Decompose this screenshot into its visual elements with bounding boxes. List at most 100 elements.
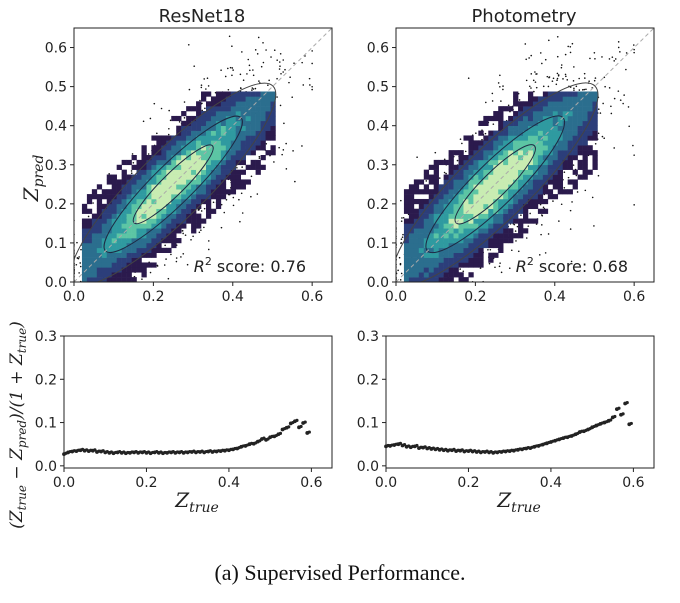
panel-resnet18-hist-cell (156, 218, 162, 224)
panel-resnet18-hist-cell (255, 130, 261, 136)
panel-resnet18-hist-cell (86, 218, 93, 224)
panel-photometry-hist-cell (557, 115, 564, 122)
panel-resnet18-hist-cell (191, 120, 197, 126)
panel-photometry-point (558, 220, 560, 222)
panel-photometry-hist-cell (423, 272, 430, 278)
panel-resnet18-hist-cell (151, 198, 157, 205)
panel-resnet18-hist-cell (126, 203, 132, 210)
panel-photometry-hist-cell (438, 223, 444, 229)
panel-photometry-hist-cell (542, 198, 549, 205)
panel-photometry-hist-cell (468, 194, 474, 200)
panel-photometry-hist-cell (448, 203, 454, 210)
panel-resnet18-hist-cell (265, 125, 271, 131)
panel-photometry-hist-cell (537, 135, 544, 141)
panel-photometry-hist-cell (508, 155, 514, 161)
panel-resnet18-hist-cell (230, 179, 237, 185)
panel-resnet18-hist-cell (230, 115, 237, 122)
panel-resnet18-hist-cell (136, 233, 142, 239)
panel-resnet18-hist-cell (156, 155, 162, 161)
panel-photometry-hist-cell (542, 159, 549, 166)
panel-photometry-hist-cell (433, 198, 439, 205)
panel-residual-resnet18-residual-point (303, 420, 307, 424)
panel-resnet18-point (268, 79, 270, 82)
title-photometry: Photometry (471, 6, 576, 27)
panel-photometry-point (593, 51, 596, 54)
panel-resnet18-hist-cell (196, 140, 202, 146)
panel-resnet18-hist-cell (136, 194, 142, 200)
panel-resnet18-point (188, 88, 191, 91)
panel-photometry-hist-cell (562, 96, 568, 102)
panel-resnet18-hist-cell (106, 238, 113, 244)
panel-resnet18-hist-cell (250, 96, 256, 102)
panel-resnet18-hist-cell (220, 101, 227, 107)
panel-resnet18-hist-cell (176, 150, 182, 156)
panel-resnet18-point (175, 257, 178, 259)
panel-resnet18-hist-cell (111, 184, 117, 190)
panel-photometry-hist-cell (557, 164, 564, 170)
panel-residual-photometry-residual-point (617, 406, 621, 410)
panel-resnet18-hist-cell (101, 203, 108, 210)
panel-resnet18-hist-cell (196, 130, 202, 136)
panel-photometry-point (552, 77, 555, 80)
panel-photometry-point (564, 73, 567, 76)
panel-resnet18-hist-cell (186, 159, 192, 166)
panel-resnet18-hist-cell (196, 189, 202, 195)
panel-resnet18-hist-cell (240, 96, 246, 102)
panel-photometry-point (571, 42, 574, 45)
panel-photometry-hist-cell (413, 198, 420, 205)
panel-resnet18-hist-cell (235, 184, 242, 190)
panel-resnet18-hist-cell (161, 150, 167, 156)
panel-photometry-hist-cell (403, 257, 410, 263)
panel-photometry-hist-cell (423, 174, 430, 180)
panel-resnet18-point (207, 248, 210, 251)
panel-photometry-hist-cell (408, 257, 415, 263)
panel-photometry-hist-cell (463, 174, 469, 180)
panel-photometry-point (633, 204, 635, 206)
panel-photometry-hist-cell (592, 164, 598, 170)
panel-photometry-hist-cell (572, 115, 578, 122)
panel-resnet18-point (285, 168, 288, 170)
panel-resnet18-hist-cell (196, 164, 202, 170)
panel-photometry-hist-cell (577, 111, 583, 117)
panel-resnet18-hist-cell (116, 223, 122, 229)
panel-photometry-hist-cell (547, 189, 554, 195)
panel-photometry-point (538, 254, 541, 256)
panel-photometry-hist-cell (547, 120, 554, 126)
panel-resnet18-hist-cell (96, 203, 103, 210)
panel-resnet18-hist-cell (205, 213, 212, 219)
panel-photometry-point (572, 164, 575, 166)
panel-resnet18-hist-cell (215, 145, 222, 151)
panel-photometry-hist-cell (463, 155, 469, 161)
panel-resnet18-hist-cell (166, 189, 172, 195)
panel-photometry-hist-cell (503, 179, 509, 185)
panel-photometry-hist-cell (513, 198, 519, 205)
panel-photometry-hist-cell (508, 115, 514, 122)
panel-photometry-hist-cell (527, 218, 534, 224)
panel-photometry-ytick-label: 0.5 (367, 80, 389, 96)
panel-resnet18-hist-cell (176, 135, 182, 141)
panel-photometry-hist-cell (552, 96, 559, 102)
panel-resnet18-hist-cell (230, 120, 237, 126)
panel-resnet18-contour-line (74, 82, 277, 282)
panel-photometry-hist-cell (513, 208, 519, 214)
panel-photometry-hist-cell (443, 184, 449, 190)
panel-resnet18-hist-cell (151, 218, 157, 224)
panel-photometry-hist-cell (493, 208, 499, 214)
panel-photometry-hist-cell (527, 125, 534, 131)
panel-photometry-hist-cell (483, 145, 489, 151)
panel-photometry-hist-cell (518, 135, 524, 141)
panel-resnet18-hist-cell (186, 169, 192, 175)
panel-resnet18-hist-cell (166, 184, 172, 190)
panel-residual-photometry-ytick-label: 0.1 (357, 416, 379, 432)
panel-photometry-hist-cell (448, 194, 454, 200)
panel-photometry-hist-cell (433, 174, 439, 180)
panel-photometry-hist-cell (508, 208, 514, 214)
panel-resnet18-hist-cell (191, 155, 197, 161)
panel-resnet18-hist-cell (151, 164, 157, 170)
panel-resnet18-hist-cell (245, 164, 251, 170)
panel-resnet18-point (153, 102, 156, 105)
panel-resnet18-hist-cell (210, 194, 217, 200)
panel-photometry-hist-cell (443, 242, 449, 249)
panel-resnet18-hist-cell (270, 120, 276, 126)
panel-resnet18-hist-cell (141, 184, 147, 190)
